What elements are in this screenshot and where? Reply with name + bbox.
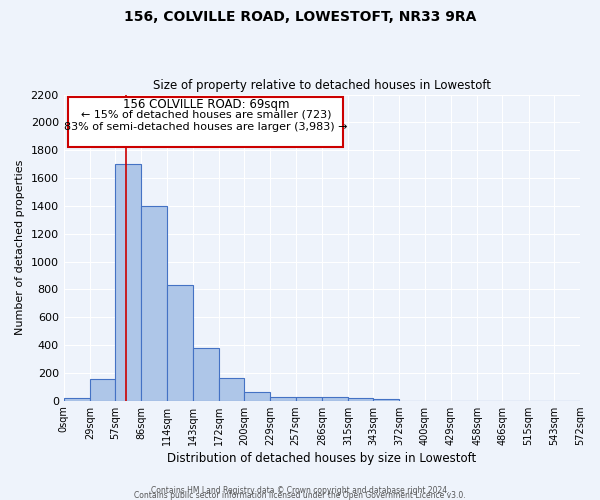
Text: ← 15% of detached houses are smaller (723): ← 15% of detached houses are smaller (72…	[80, 110, 331, 120]
Text: Contains public sector information licensed under the Open Government Licence v3: Contains public sector information licen…	[134, 491, 466, 500]
Bar	[141, 206, 167, 400]
Text: Contains HM Land Registry data © Crown copyright and database right 2024.: Contains HM Land Registry data © Crown c…	[151, 486, 449, 495]
Title: Size of property relative to detached houses in Lowestoft: Size of property relative to detached ho…	[153, 79, 491, 92]
Bar	[68, 96, 343, 148]
Bar	[115, 164, 141, 400]
Bar	[64, 398, 90, 400]
Bar	[244, 392, 271, 400]
Text: 83% of semi-detached houses are larger (3,983) →: 83% of semi-detached houses are larger (…	[64, 122, 347, 132]
Bar	[90, 379, 115, 400]
Bar	[296, 397, 322, 400]
Text: 156, COLVILLE ROAD, LOWESTOFT, NR33 9RA: 156, COLVILLE ROAD, LOWESTOFT, NR33 9RA	[124, 10, 476, 24]
Text: 156 COLVILLE ROAD: 69sqm: 156 COLVILLE ROAD: 69sqm	[122, 98, 289, 111]
X-axis label: Distribution of detached houses by size in Lowestoft: Distribution of detached houses by size …	[167, 452, 476, 465]
Bar	[219, 378, 244, 400]
Bar	[167, 285, 193, 401]
Bar	[193, 348, 219, 401]
Bar	[348, 398, 373, 400]
Y-axis label: Number of detached properties: Number of detached properties	[15, 160, 25, 336]
Bar	[322, 396, 348, 400]
Bar	[271, 397, 296, 400]
